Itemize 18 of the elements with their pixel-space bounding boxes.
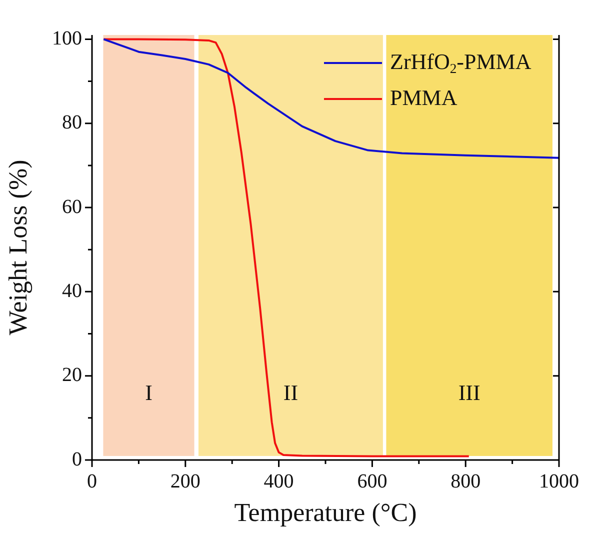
band-label: II — [283, 380, 298, 405]
x-tick-label: 800 — [450, 470, 481, 492]
x-tick-label: 0 — [87, 470, 97, 492]
y-tick-label: 0 — [72, 448, 82, 470]
x-tick-label: 200 — [170, 470, 200, 492]
x-axis-title: Temperature (°C) — [234, 498, 417, 528]
y-tick-label: 80 — [62, 112, 82, 134]
x-tick-label: 1000 — [539, 470, 579, 492]
band-label: III — [458, 380, 480, 405]
band-label: I — [145, 380, 152, 405]
y-tick-label: 20 — [62, 364, 82, 386]
x-tick-label: 600 — [357, 470, 388, 492]
x-tick-label: 400 — [264, 470, 294, 492]
y-tick-label: 40 — [62, 280, 82, 302]
y-tick-label: 60 — [62, 196, 82, 218]
y-tick-label: 100 — [52, 27, 82, 50]
legend-label: PMMA — [390, 84, 458, 110]
y-axis-title: Weight Loss (%) — [3, 160, 32, 336]
